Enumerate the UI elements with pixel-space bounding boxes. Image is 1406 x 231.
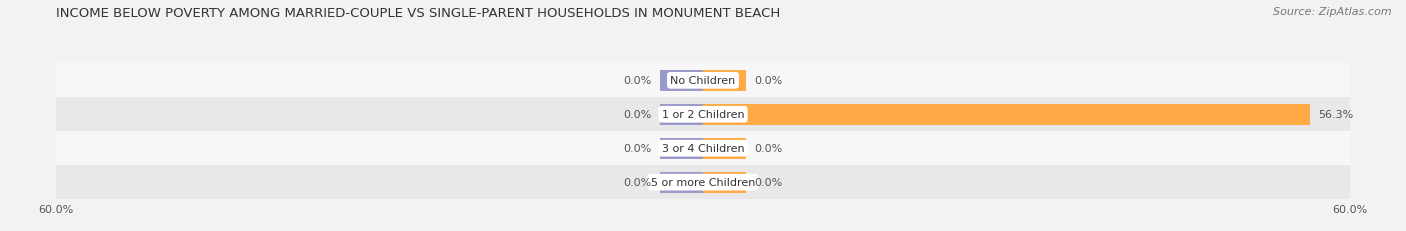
Text: 0.0%: 0.0% [623,110,651,120]
Bar [56,64,1350,98]
Text: 0.0%: 0.0% [755,144,783,154]
Text: 3 or 4 Children: 3 or 4 Children [662,144,744,154]
Bar [56,165,1350,199]
Bar [659,104,703,125]
Text: No Children: No Children [671,76,735,86]
Text: 0.0%: 0.0% [623,144,651,154]
Bar [703,172,747,193]
Text: 5 or more Children: 5 or more Children [651,177,755,187]
Bar [56,132,1350,165]
Bar [703,138,747,159]
Text: Source: ZipAtlas.com: Source: ZipAtlas.com [1274,7,1392,17]
Text: 0.0%: 0.0% [755,76,783,86]
Text: 1 or 2 Children: 1 or 2 Children [662,110,744,120]
Text: 0.0%: 0.0% [755,177,783,187]
Bar [703,70,747,91]
Text: 56.3%: 56.3% [1319,110,1354,120]
Text: 0.0%: 0.0% [623,177,651,187]
Bar [703,104,1310,125]
Text: 0.0%: 0.0% [623,76,651,86]
Bar [56,98,1350,132]
Bar [659,70,703,91]
Bar [659,172,703,193]
Bar [659,138,703,159]
Text: INCOME BELOW POVERTY AMONG MARRIED-COUPLE VS SINGLE-PARENT HOUSEHOLDS IN MONUMEN: INCOME BELOW POVERTY AMONG MARRIED-COUPL… [56,7,780,20]
